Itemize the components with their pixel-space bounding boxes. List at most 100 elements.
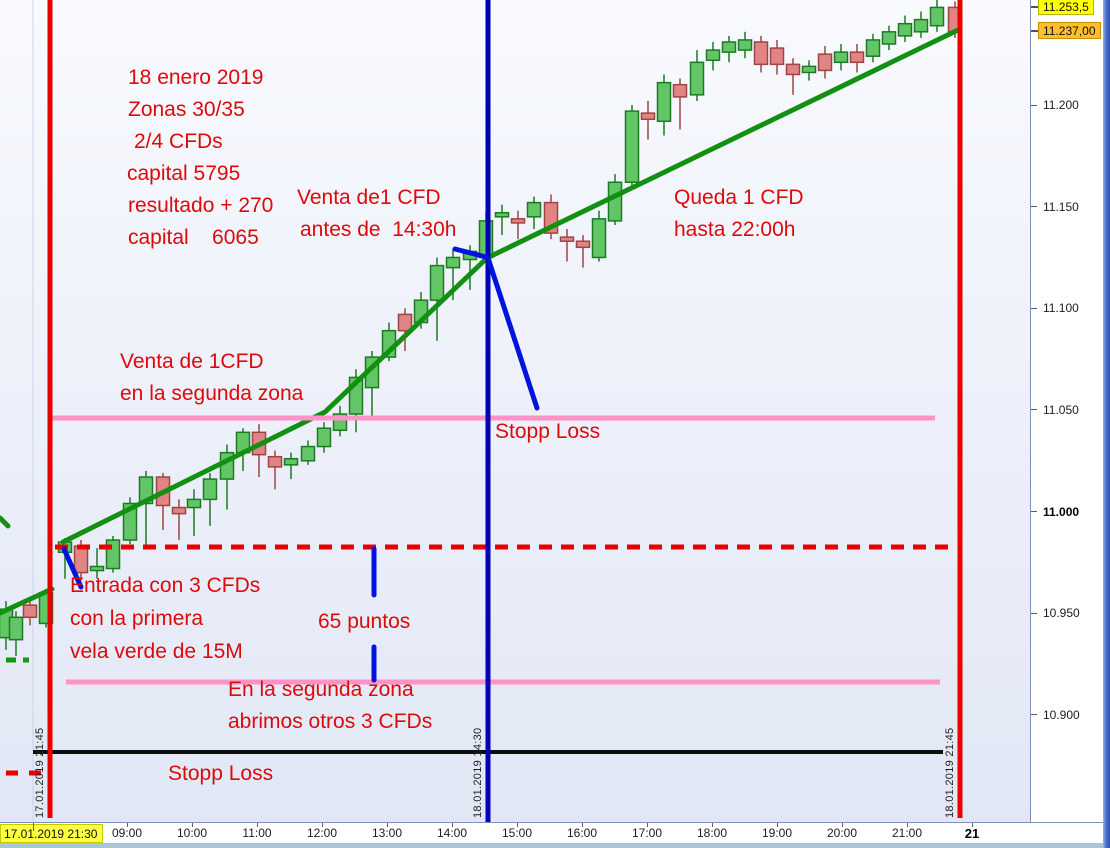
vline-date-label: 17.01.2019 21:45 <box>34 727 46 818</box>
candle-body <box>559 236 575 242</box>
stoploss-pointer[interactable] <box>485 255 540 411</box>
time-axis-tick <box>842 823 843 827</box>
candle-body <box>526 201 542 218</box>
time-axis-label: 19:00 <box>761 826 793 840</box>
prev-trend-line[interactable] <box>0 586 55 616</box>
candle-body <box>913 18 929 33</box>
candle-body <box>769 47 785 66</box>
time-axis-tick <box>647 823 648 827</box>
candle-body <box>833 51 849 64</box>
candle-body <box>817 53 833 72</box>
time-axis-label: 18:00 <box>696 826 728 840</box>
main-trend-line[interactable] <box>60 27 961 545</box>
time-axis-day-tick <box>33 823 34 831</box>
candle-body <box>640 112 656 120</box>
candle-body <box>849 51 865 64</box>
candle-body <box>8 616 24 641</box>
price-axis-label: 10.900 <box>1043 707 1080 722</box>
time-axis-label: 14:00 <box>436 826 468 840</box>
time-axis[interactable]: 17.01.2019 21:30 09:00 10:00 11:00 12:00 13:… <box>0 822 1103 843</box>
candle-body <box>283 457 299 466</box>
price-tag-tick <box>1031 30 1038 32</box>
time-axis-tick <box>972 823 973 827</box>
candle-body <box>689 61 705 96</box>
candle-body <box>721 41 737 53</box>
time-axis-label: 17:00 <box>631 826 663 840</box>
candle-body <box>267 455 283 468</box>
candle-body <box>202 478 218 501</box>
price-axis-label: 11.200 <box>1043 98 1079 112</box>
price-axis-label: 11.050 <box>1043 402 1079 417</box>
time-axis-tick <box>322 823 323 827</box>
price-axis[interactable]: 11.200 11.150 11.100 11.050 11.000 10.950 10.9… <box>1030 0 1103 843</box>
price-axis-label: 11.150 <box>1043 199 1079 214</box>
price-axis-tick <box>1031 612 1037 614</box>
time-axis-label: 09:00 <box>111 826 143 840</box>
candle-body <box>510 218 526 224</box>
candle-body <box>316 427 332 448</box>
candle-body <box>171 506 187 515</box>
time-axis-label: 16:00 <box>566 826 598 840</box>
price-axis-tick <box>1031 104 1037 106</box>
time-axis-label: 21 <box>964 826 980 841</box>
candle-body <box>624 110 640 184</box>
chart-canvas[interactable]: 18 enero 2019 Zonas 30/35 2/4 CFDs capital … <box>0 0 1030 822</box>
candle-body <box>705 49 721 62</box>
time-axis-tick <box>582 823 583 827</box>
candle-body <box>881 31 897 45</box>
candle-body <box>105 539 121 570</box>
candle-body <box>865 39 881 57</box>
time-axis-tick <box>517 823 518 827</box>
candle-body <box>89 565 105 572</box>
time-axis-label: 11:00 <box>242 826 272 840</box>
candle-body <box>929 6 945 27</box>
time-axis-tick <box>127 823 128 827</box>
time-axis-label: 21:00 <box>891 826 923 840</box>
time-axis-tick <box>257 823 258 827</box>
candle-body <box>672 83 688 98</box>
time-axis-label: 15:00 <box>501 826 533 840</box>
candle-body <box>785 63 801 76</box>
price-axis-tick <box>1031 307 1037 309</box>
candle-body <box>73 545 89 574</box>
candle-body <box>591 218 607 259</box>
candle-body <box>445 256 461 269</box>
candle-body <box>753 41 769 66</box>
price-axis-tick <box>1031 511 1037 513</box>
candle-body <box>656 81 672 123</box>
price-axis-tick <box>1031 206 1037 208</box>
edge-trend-fragment[interactable] <box>0 515 11 529</box>
vline-date-label: 18.01.2019 14:30 <box>472 727 484 818</box>
candle-body <box>494 211 510 218</box>
time-axis-label: 10:00 <box>176 826 208 840</box>
price-label-current: 11.237,00 <box>1038 22 1101 39</box>
chart-plot-svg <box>0 0 963 822</box>
candle-body <box>429 264 445 301</box>
price-label-high: 11.253,5 <box>1038 0 1094 15</box>
candle-body <box>737 39 753 51</box>
time-axis-label: 12:00 <box>306 826 338 840</box>
candle-body <box>801 65 817 74</box>
time-axis-label: 20:00 <box>826 826 858 840</box>
candle-body <box>575 240 591 249</box>
candle-body <box>897 22 913 37</box>
session-start-label: 17.01.2019 21:30 <box>0 824 104 843</box>
price-axis-label: 11.000 <box>1043 504 1080 519</box>
candle-body <box>607 181 623 222</box>
status-strip <box>0 843 1103 848</box>
price-axis-label: 10.950 <box>1043 606 1080 621</box>
price-axis-label: 11.100 <box>1043 301 1079 316</box>
time-axis-tick <box>907 823 908 827</box>
time-axis-tick <box>192 823 193 827</box>
candle-body <box>22 604 38 619</box>
entry-arrow[interactable] <box>61 546 84 590</box>
sell-pointer[interactable] <box>452 246 489 260</box>
time-axis-label: 13:00 <box>371 826 403 840</box>
time-axis-tick <box>712 823 713 827</box>
time-axis-tick <box>387 823 388 827</box>
candle-body <box>186 498 202 509</box>
time-axis-tick <box>777 823 778 827</box>
candle-body <box>300 445 316 462</box>
window-edge-strip <box>1103 0 1110 848</box>
